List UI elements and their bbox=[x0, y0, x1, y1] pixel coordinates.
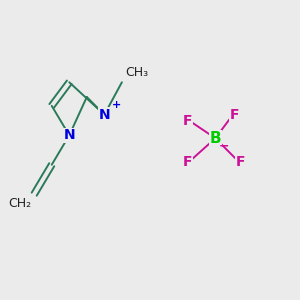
Text: F: F bbox=[230, 108, 239, 122]
Text: CH₂: CH₂ bbox=[8, 197, 31, 210]
Text: B: B bbox=[210, 131, 221, 146]
Text: N: N bbox=[64, 128, 75, 142]
Text: F: F bbox=[183, 114, 192, 128]
Text: N: N bbox=[98, 108, 110, 122]
Text: −: − bbox=[219, 139, 230, 152]
Text: +: + bbox=[112, 100, 121, 110]
Text: F: F bbox=[236, 155, 245, 169]
Text: F: F bbox=[183, 155, 192, 169]
Text: CH₃: CH₃ bbox=[125, 66, 148, 79]
